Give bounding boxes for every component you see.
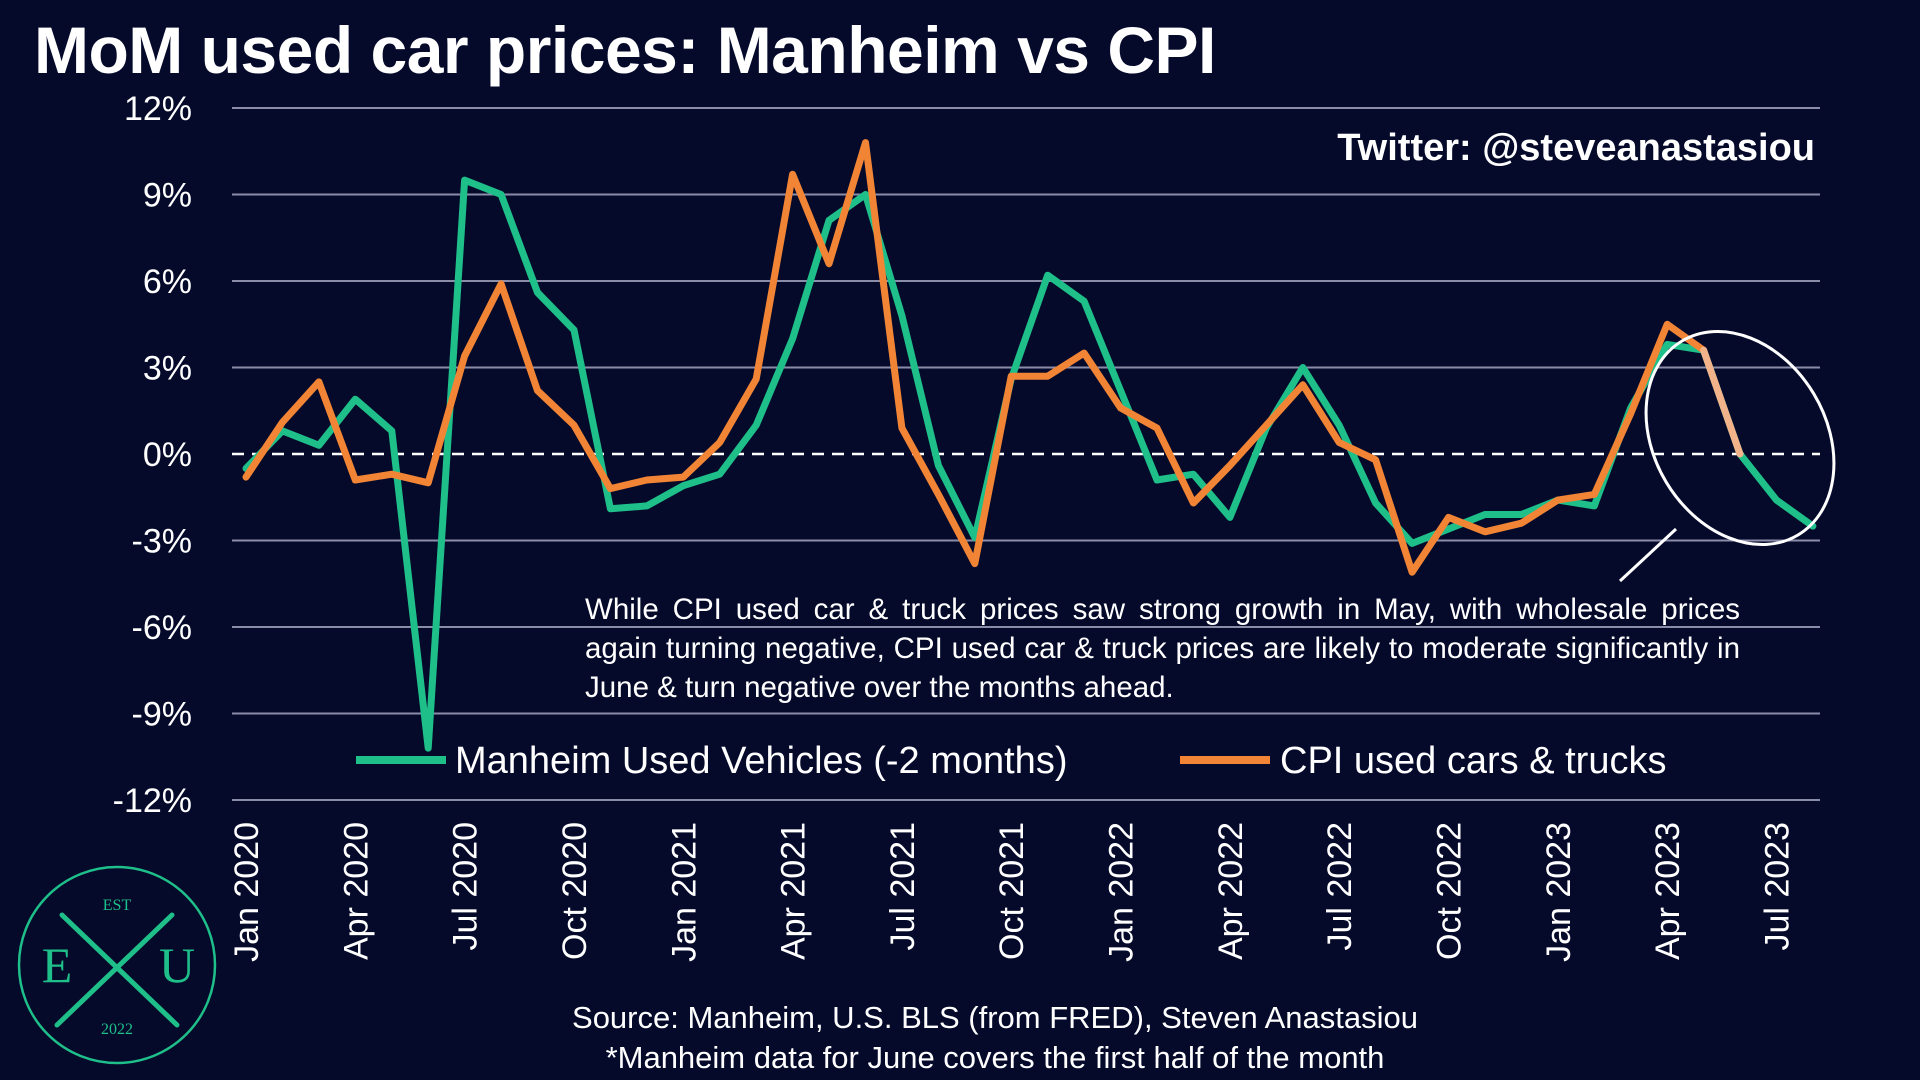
x-tick-label: Oct 2021: [993, 822, 1031, 960]
logo-letter-e: E: [42, 937, 73, 993]
x-tick-label: Oct 2020: [556, 822, 594, 960]
x-tick-label: Apr 2022: [1212, 822, 1250, 960]
watermark-handle: Twitter: @steveanastasiou: [1337, 127, 1815, 169]
y-tick-label: -12%: [113, 782, 192, 820]
y-tick-label: -6%: [132, 609, 192, 647]
logo-letter-u: U: [159, 937, 195, 993]
source-note: Source: Manheim, U.S. BLS (from FRED), S…: [420, 998, 1570, 1078]
y-axis-ticks: 12% 9% 6% 3% 0% -3% -6% -9% -12%: [113, 90, 192, 820]
x-tick-label: Jan 2023: [1540, 822, 1578, 962]
series-line-cpi-projection: [1700, 346, 1744, 458]
y-tick-label: 0%: [143, 436, 192, 474]
logo-est-text: EST: [103, 897, 132, 914]
callout-pointer-line: [1618, 527, 1678, 583]
x-tick-label: Apr 2023: [1649, 822, 1687, 960]
logo-ring: [17, 865, 217, 1065]
logo-x-stroke-1: [59, 912, 180, 1028]
y-tick-label: -3%: [132, 523, 192, 561]
exu-logo: EST E U 2022: [17, 865, 217, 1065]
source-line: Source: Manheim, U.S. BLS (from FRED), S…: [572, 1000, 1418, 1035]
y-tick-label: 9%: [143, 177, 192, 215]
x-tick-label: Apr 2021: [775, 822, 813, 960]
x-tick-label: Jul 2022: [1321, 822, 1359, 951]
series-lines: [242, 139, 1817, 752]
x-tick-label: Jul 2020: [447, 822, 485, 951]
y-tick-label: 6%: [143, 263, 192, 301]
gridlines: [232, 107, 1820, 801]
chart-annotation: While CPI used car & truck prices saw st…: [585, 593, 1740, 704]
x-tick-label: Jan 2020: [228, 822, 266, 962]
footnote-line: *Manheim data for June covers the first …: [605, 1040, 1385, 1075]
projection-highlight-ellipse: [1644, 329, 1836, 547]
legend: Manheim Used Vehicles (-2 months) CPI us…: [356, 740, 1666, 782]
y-tick-label: 3%: [143, 350, 192, 388]
x-tick-label: Jan 2022: [1103, 822, 1141, 962]
chart-title: MoM used car prices: Manheim vs CPI: [34, 13, 1216, 87]
x-tick-label: Apr 2020: [337, 822, 375, 960]
logo-x-stroke-2: [54, 912, 175, 1028]
logo-year-text: 2022: [101, 1021, 133, 1038]
y-tick-label: -9%: [132, 696, 192, 734]
x-tick-label: Jan 2021: [665, 822, 703, 962]
legend-label-manheim: Manheim Used Vehicles (-2 months): [455, 740, 1067, 782]
y-tick-label: 12%: [124, 90, 192, 128]
x-tick-label: Jul 2021: [884, 822, 922, 951]
x-tick-label: Jul 2023: [1758, 822, 1796, 951]
series-line-cpi: [242, 139, 1708, 576]
x-tick-label: Oct 2022: [1431, 822, 1469, 960]
x-axis-ticks: Jan 2020 Apr 2020 Jul 2020 Oct 2020 Jan 2021…: [228, 822, 1796, 962]
legend-label-cpi: CPI used cars & trucks: [1280, 740, 1666, 782]
